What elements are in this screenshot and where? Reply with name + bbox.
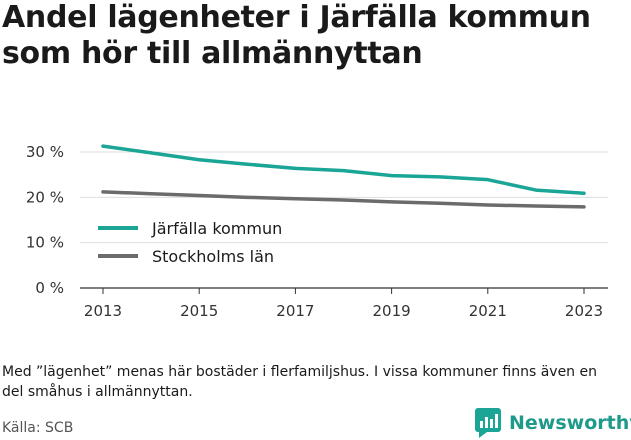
series-line-stockholm	[101, 190, 586, 209]
line-chart: 0 % 10 % 20 % 30 % 2013 2015 2017 2019 2021 2023…	[26, 143, 608, 320]
y-tick-label: 20 %	[26, 188, 64, 206]
series-line-jarfalla	[101, 144, 586, 196]
x-tick-label: 2013	[84, 302, 122, 320]
legend-label: Stockholms län	[152, 247, 274, 266]
legend: Järfälla kommun Stockholms län	[98, 219, 282, 266]
series-lines	[101, 144, 586, 209]
x-tick-label: 2015	[180, 302, 218, 320]
legend-label: Järfälla kommun	[151, 219, 282, 238]
y-tick-label: 30 %	[26, 143, 64, 161]
x-tick-label: 2019	[373, 302, 411, 320]
chart-title: Andel lägenheter i Järfälla kommun som h…	[2, 0, 591, 71]
footnote: Med ”lägenhet” menas här bostäder i fler…	[2, 364, 597, 400]
grid-lines	[80, 151, 608, 289]
x-tick-label: 2021	[469, 302, 507, 320]
y-tick-label: 0 %	[35, 279, 64, 297]
x-tick-label: 2017	[276, 302, 314, 320]
brand-logo: Newsworthy	[475, 406, 631, 440]
y-axis-tick-labels: 0 % 10 % 20 % 30 %	[26, 143, 64, 297]
x-axis-tick-labels: 2013 2015 2017 2019 2021 2023	[84, 288, 603, 320]
newsworthy-logo-icon	[475, 408, 501, 438]
y-tick-label: 10 %	[26, 234, 64, 252]
x-tick-label: 2023	[565, 302, 603, 320]
source-label: Källa: SCB	[2, 420, 74, 436]
brand-name: Newsworthy	[509, 412, 631, 434]
